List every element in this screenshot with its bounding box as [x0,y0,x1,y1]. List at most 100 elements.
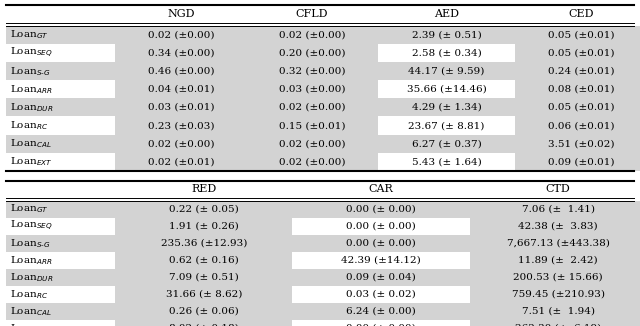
Text: AED: AED [434,9,459,19]
Bar [292,235,470,252]
Text: Loan$_{ARR}$: Loan$_{ARR}$ [10,83,52,96]
Text: 0.46 (±0.00): 0.46 (±0.00) [148,67,214,76]
Text: 0.22 (± 0.05): 0.22 (± 0.05) [169,205,239,214]
Text: 1.91 (± 0.26): 1.91 (± 0.26) [169,222,239,230]
Bar [115,320,292,326]
Bar [378,116,515,135]
Bar [246,62,378,80]
Bar [470,269,640,286]
Text: 0.15 (±0.01): 0.15 (±0.01) [279,121,345,130]
Bar [246,135,378,153]
Bar [246,5,378,23]
Bar [6,217,115,235]
Text: 0.26 (± 0.06): 0.26 (± 0.06) [169,307,239,316]
Text: 35.66 (±14.46): 35.66 (±14.46) [406,85,486,94]
Text: 0.00 (± 0.00): 0.00 (± 0.00) [346,239,416,248]
Bar [246,26,378,44]
Text: 262.30 (±  6.19): 262.30 (± 6.19) [515,324,601,326]
Bar [470,252,640,269]
Bar [6,153,115,171]
Bar [515,80,640,98]
Text: Loan$_{GT}$: Loan$_{GT}$ [10,203,49,215]
Text: Loan$_{CAL}$: Loan$_{CAL}$ [10,305,52,318]
Bar [515,153,640,171]
Bar [115,200,292,217]
Text: 0.02 (±0.00): 0.02 (±0.00) [279,103,345,112]
Text: 7,667.13 (±443.38): 7,667.13 (±443.38) [507,239,609,248]
Text: CAR: CAR [369,184,394,194]
Bar [246,98,378,116]
Text: 44.17 (± 9.59): 44.17 (± 9.59) [408,67,484,76]
Text: Loan$_{S\text{-}G}$: Loan$_{S\text{-}G}$ [10,65,51,78]
Text: Loan$_{EXT}$: Loan$_{EXT}$ [10,322,53,326]
Bar [292,217,470,235]
Text: 0.00 (± 0.00): 0.00 (± 0.00) [346,222,416,230]
Text: 6.24 (± 0.00): 6.24 (± 0.00) [346,307,416,316]
Text: 0.05 (±0.01): 0.05 (±0.01) [548,103,614,112]
Bar [246,44,378,62]
Bar [246,116,378,135]
Text: 0.03 (±0.00): 0.03 (±0.00) [279,85,345,94]
Bar [246,153,378,171]
Bar [6,98,115,116]
Bar [378,44,515,62]
Text: 7.51 (±  1.94): 7.51 (± 1.94) [522,307,595,316]
Bar [6,181,115,198]
Text: 0.00 (± 0.00): 0.00 (± 0.00) [346,324,416,326]
Text: 7.09 (± 0.51): 7.09 (± 0.51) [169,273,239,282]
Bar [115,80,246,98]
Text: 0.02 (±0.00): 0.02 (±0.00) [279,31,345,39]
Bar [515,135,640,153]
Bar [470,181,640,198]
Text: 0.06 (±0.01): 0.06 (±0.01) [548,121,614,130]
Text: 0.09 (±0.01): 0.09 (±0.01) [548,157,614,166]
Text: 2.58 (± 0.34): 2.58 (± 0.34) [412,49,481,58]
Text: Loan$_{SEQ}$: Loan$_{SEQ}$ [10,219,53,233]
Text: 0.04 (±0.01): 0.04 (±0.01) [148,85,214,94]
Bar [246,80,378,98]
Bar [470,286,640,303]
Text: Loan$_{RC}$: Loan$_{RC}$ [10,119,49,132]
Bar [6,116,115,135]
Text: 7.06 (±  1.41): 7.06 (± 1.41) [522,205,595,214]
Text: 0.24 (±0.01): 0.24 (±0.01) [548,67,614,76]
Bar [292,320,470,326]
Bar [6,26,115,44]
Text: Loan$_{EXT}$: Loan$_{EXT}$ [10,156,53,168]
Text: 0.00 (± 0.00): 0.00 (± 0.00) [346,205,416,214]
Bar [115,62,246,80]
Text: 0.08 (±0.01): 0.08 (±0.01) [548,85,614,94]
Bar [115,5,246,23]
Text: 0.02 (±0.00): 0.02 (±0.00) [148,31,214,39]
Bar [378,62,515,80]
Text: 3.51 (±0.02): 3.51 (±0.02) [548,139,614,148]
Text: 11.89 (±  2.42): 11.89 (± 2.42) [518,256,598,265]
Bar [292,200,470,217]
Bar [115,98,246,116]
Bar [470,200,640,217]
Bar [115,303,292,320]
Bar [292,252,470,269]
Text: 0.05 (±0.01): 0.05 (±0.01) [548,49,614,58]
Bar [470,217,640,235]
Bar [6,269,115,286]
Bar [115,217,292,235]
Text: Loan$_{SEQ}$: Loan$_{SEQ}$ [10,46,53,60]
Bar [515,5,640,23]
Bar [115,44,246,62]
Text: 0.02 (±0.00): 0.02 (±0.00) [148,139,214,148]
Bar [6,286,115,303]
Bar [515,98,640,116]
Bar [6,200,115,217]
Text: 0.09 (± 0.04): 0.09 (± 0.04) [346,273,416,282]
Bar [115,181,292,198]
Text: 0.32 (±0.00): 0.32 (±0.00) [279,67,345,76]
Bar [378,153,515,171]
Bar [115,252,292,269]
Text: 31.66 (± 8.62): 31.66 (± 8.62) [166,290,242,299]
Text: 23.67 (± 8.81): 23.67 (± 8.81) [408,121,484,130]
Text: 200.53 (± 15.66): 200.53 (± 15.66) [513,273,603,282]
Text: Loan$_{DUR}$: Loan$_{DUR}$ [10,101,54,114]
Text: RED: RED [191,184,216,194]
Bar [470,320,640,326]
